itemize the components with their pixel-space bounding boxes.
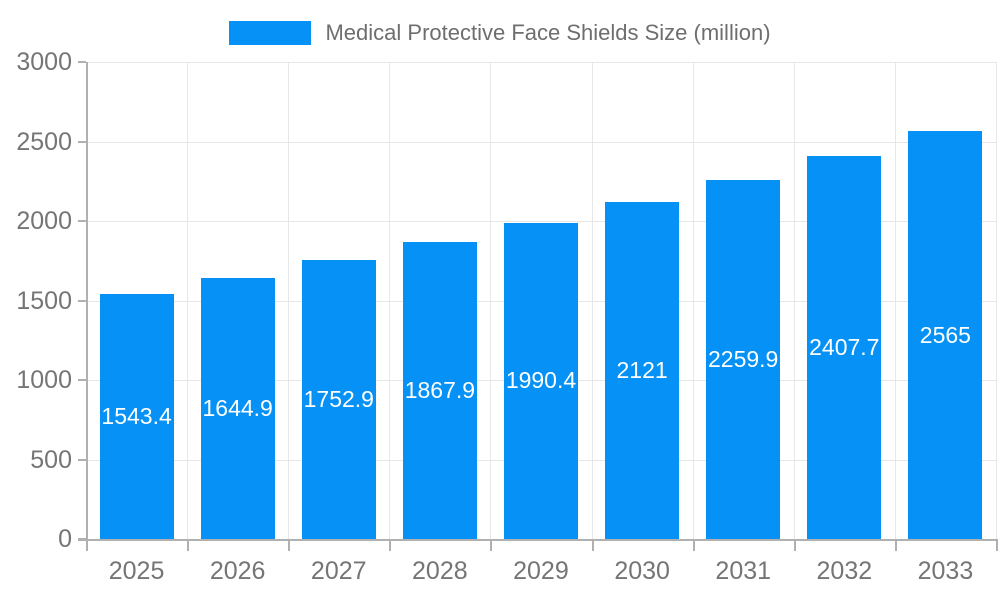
bar-2032[interactable]: 2407.7 (807, 156, 882, 539)
y-tick-label: 1000 (16, 366, 72, 394)
bar-value-label: 1990.4 (505, 367, 577, 394)
x-tick (793, 539, 796, 551)
bar-value-label: 2121 (616, 356, 668, 383)
gridline-v (591, 62, 593, 539)
bar-2026[interactable]: 1644.9 (200, 277, 275, 539)
legend[interactable]: Medical Protective Face Shields Size (mi… (0, 20, 1000, 46)
bar-value-label: 1752.9 (303, 386, 374, 413)
bar-value-label: 2565 (919, 321, 971, 348)
legend-swatch[interactable] (229, 21, 312, 45)
bar-2025[interactable]: 1543.4 (99, 293, 174, 539)
y-tick (78, 140, 86, 143)
x-axis-line (78, 539, 996, 541)
legend-label: Medical Protective Face Shields Size (mi… (325, 20, 771, 45)
y-axis-line (86, 62, 88, 551)
y-tick-label: 0 (58, 525, 72, 553)
x-tick-label-2030: 2030 (614, 557, 670, 585)
y-tick-label: 2000 (16, 207, 72, 235)
x-tick (86, 539, 88, 551)
gridline-h-2000 (86, 221, 996, 222)
bar-value-label: 2259.9 (708, 345, 779, 372)
y-tick (78, 61, 86, 63)
x-tick (692, 539, 695, 551)
y-tick (78, 379, 86, 381)
gridline-v (996, 62, 997, 539)
bar-2030[interactable]: 2121 (605, 201, 680, 539)
x-tick-label-2029: 2029 (513, 557, 569, 585)
bar-2027[interactable]: 1752.9 (301, 260, 376, 539)
gridline-v (389, 62, 391, 539)
x-tick (389, 539, 392, 551)
bar-value-label: 1644.9 (202, 394, 273, 421)
x-tick-label-2033: 2033 (917, 557, 974, 585)
bar-value-label: 2407.7 (809, 334, 880, 361)
x-tick (591, 539, 594, 551)
gridline-v (187, 62, 189, 539)
x-tick-label-2028: 2028 (412, 557, 468, 585)
bar-value-label: 1543.4 (101, 402, 172, 429)
y-tick (78, 299, 86, 302)
gridline-h-2500 (86, 141, 996, 143)
gridline-v (692, 62, 694, 539)
bar-2028[interactable]: 1867.9 (402, 242, 477, 539)
bar-2031[interactable]: 2259.9 (706, 179, 781, 539)
bar-2029[interactable]: 1990.4 (504, 222, 578, 539)
gridline-v (490, 62, 492, 539)
gridline-v (894, 62, 896, 539)
x-tick-label-2025: 2025 (108, 557, 165, 585)
y-tick-label: 3000 (16, 48, 72, 76)
x-tick (490, 539, 493, 551)
x-tick-label-2032: 2032 (816, 557, 873, 585)
gridline-v (288, 62, 290, 539)
y-tick (78, 220, 86, 222)
x-tick (187, 539, 190, 551)
x-tick (996, 539, 998, 551)
gridline-v (793, 62, 795, 539)
x-tick (288, 539, 291, 551)
x-tick-label-2027: 2027 (310, 557, 367, 585)
bar-value-label: 1867.9 (404, 377, 476, 403)
y-tick (78, 538, 86, 540)
y-tick-label: 2500 (16, 127, 72, 156)
y-tick-label: 1500 (16, 286, 72, 315)
gridline-h-3000 (86, 62, 996, 63)
x-tick-label-2026: 2026 (209, 557, 266, 585)
bar-2033[interactable]: 2565 (908, 131, 983, 539)
x-tick-label-2031: 2031 (715, 557, 772, 585)
x-tick (894, 539, 897, 551)
y-tick (78, 458, 86, 461)
y-tick-label: 500 (30, 445, 72, 474)
